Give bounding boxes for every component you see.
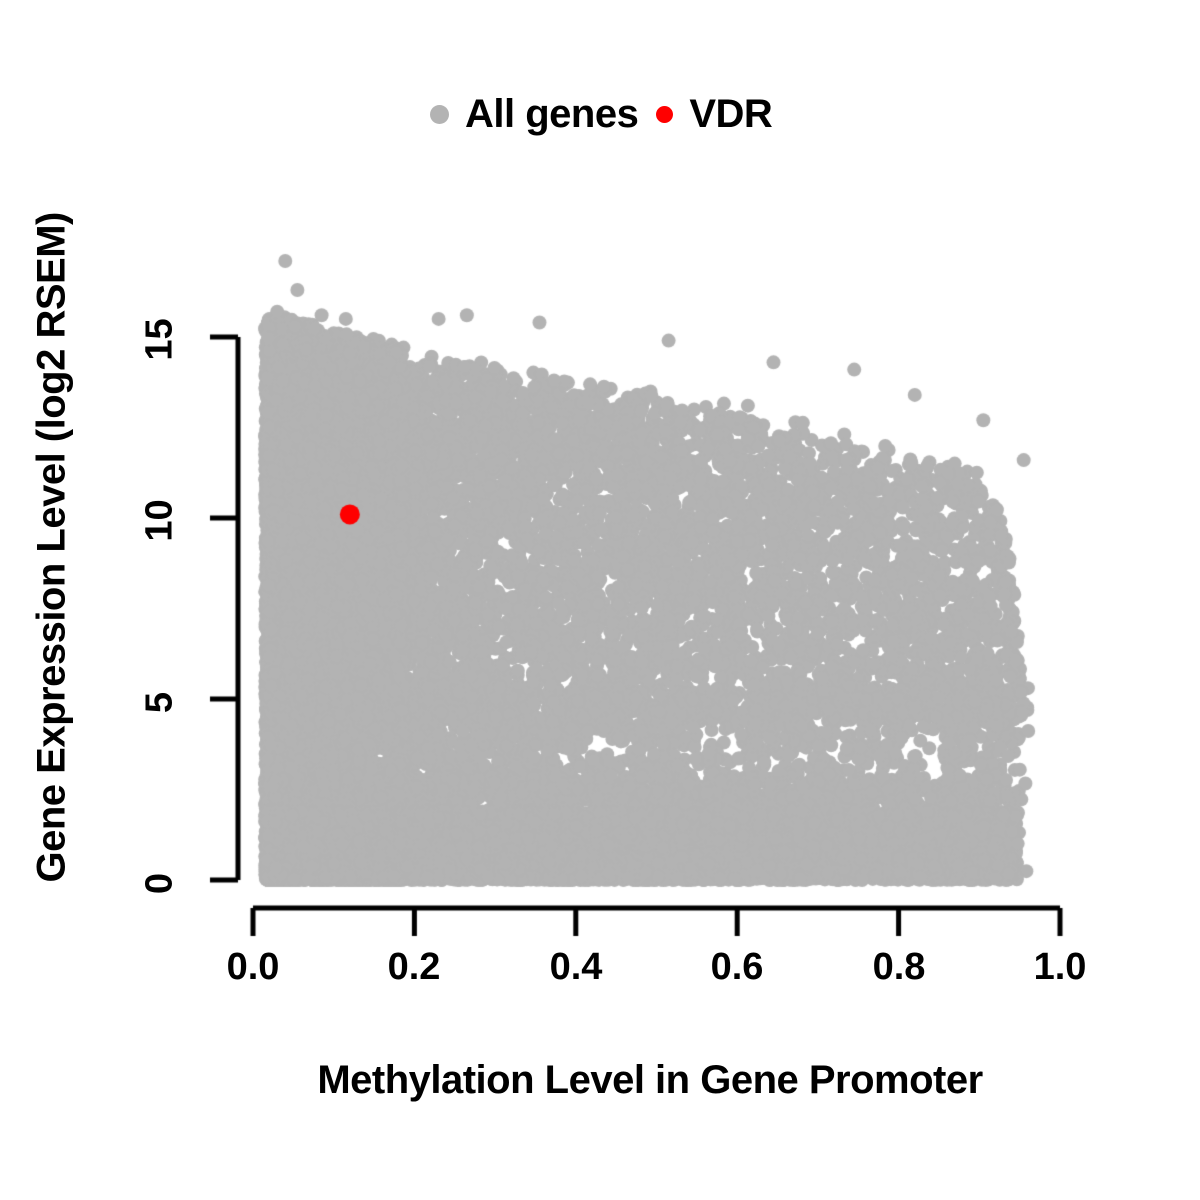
x-tick-label-0.6: 0.6 xyxy=(710,946,764,988)
legend-marker-all-genes-icon xyxy=(430,104,449,124)
y-tick-label-15: 15 xyxy=(138,318,181,361)
legend-label-all-genes: All genes xyxy=(465,91,639,136)
x-tick-label-0.4: 0.4 xyxy=(549,946,603,988)
legend-label-vdr: VDR xyxy=(689,91,773,136)
legend-item-vdr: VDR xyxy=(656,91,773,137)
legend-item-all-genes: All genes xyxy=(430,91,639,137)
y-tick-label-5: 5 xyxy=(138,691,181,714)
y-tick-label-0: 0 xyxy=(138,872,181,895)
x-axis-label: Methylation Level in Gene Promoter xyxy=(317,1058,983,1102)
x-tick-label-0.0: 0.0 xyxy=(226,946,280,988)
x-tick-label-0.8: 0.8 xyxy=(872,946,926,988)
y-tick-label-10: 10 xyxy=(138,499,181,542)
legend-marker-vdr-icon xyxy=(656,105,674,123)
x-tick-label-1.0: 1.0 xyxy=(1033,946,1087,988)
x-tick-label-0.2: 0.2 xyxy=(387,946,441,988)
y-axis-label: Gene Expression Level (log2 RSEM) xyxy=(29,212,74,883)
legend: All genes VDR xyxy=(430,88,900,140)
